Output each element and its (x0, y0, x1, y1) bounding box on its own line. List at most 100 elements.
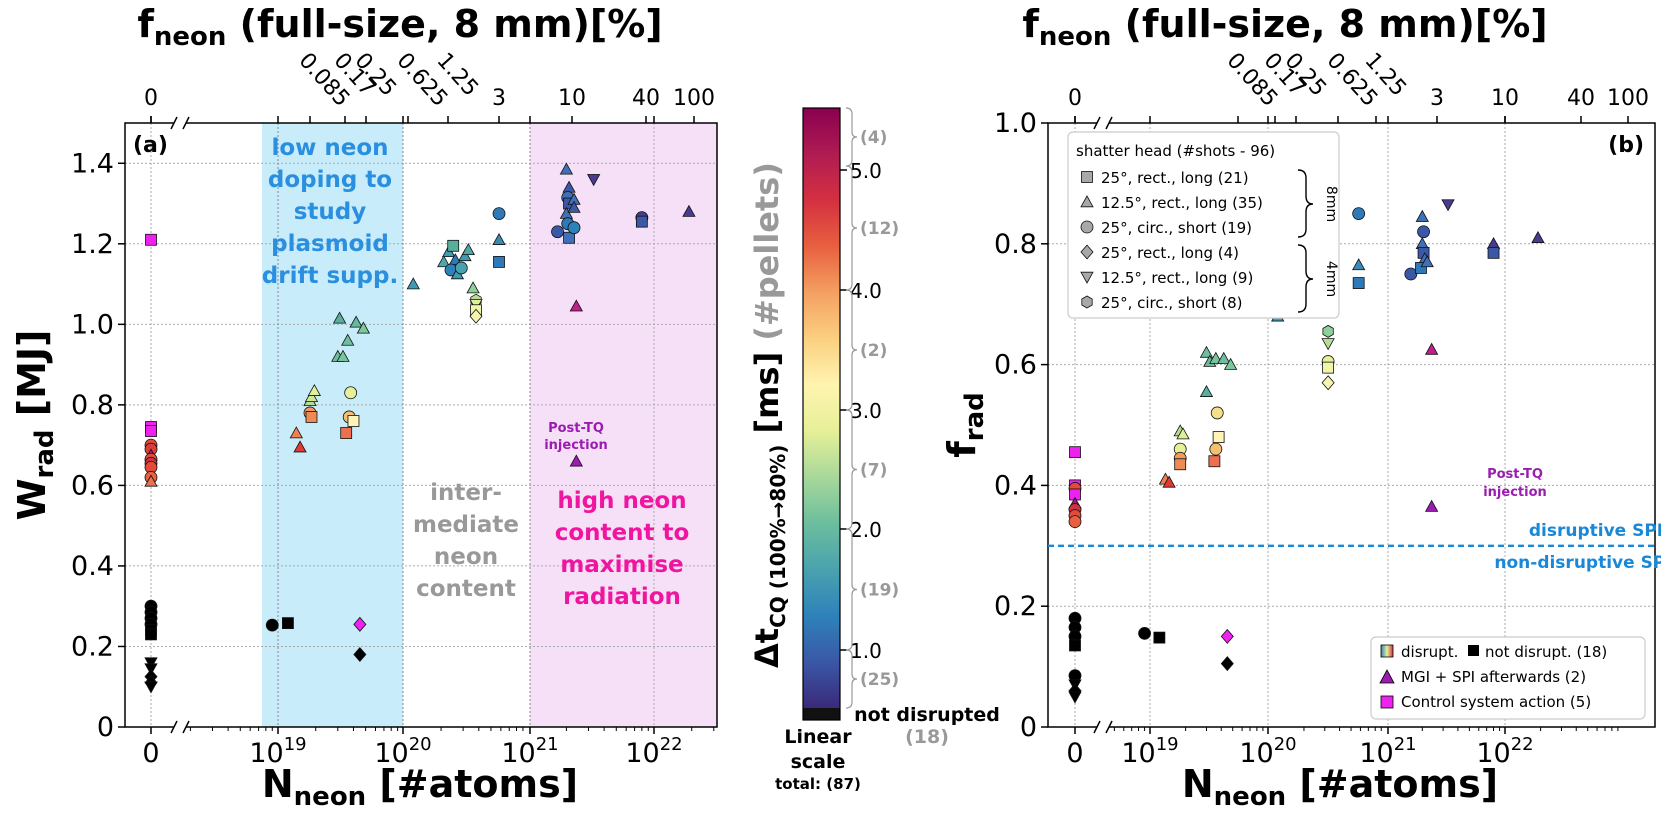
x-tick-label: 0 (142, 738, 159, 769)
data-point-hexagon (1322, 324, 1334, 338)
top-tick-label: 10 (558, 86, 586, 111)
axis-break-mark (182, 116, 190, 130)
data-point-circle (1209, 442, 1223, 456)
colorbar-brace (845, 107, 858, 167)
top-tick-label: 40 (632, 86, 660, 111)
region-label-line: content to (555, 520, 690, 546)
data-point-square (447, 239, 460, 252)
data-point-triangle (461, 243, 476, 256)
points-b (1068, 199, 1545, 704)
annotation-post-tq-b: Post-TQ injection (1483, 467, 1547, 500)
colorbar-total: total: (87) (775, 775, 861, 793)
top-tick-label: 40 (1567, 86, 1595, 111)
data-point-triangle (304, 389, 319, 403)
top-axis-title-a: fneon (full-size, 8 mm)[%] (137, 2, 662, 52)
x-tick-label: 1019 (1121, 734, 1178, 769)
y-axis-title-rest: [MJ] (10, 330, 54, 430)
colorbar-ticks: 1.0 2.0 3.0 4.0 5.0 (840, 159, 882, 663)
legend-group-4mm: 4mm (1323, 261, 1339, 297)
data-point-triangle (349, 315, 363, 328)
colorbar-scale-line-2: scale (791, 751, 846, 773)
data-point-triangle (1531, 230, 1545, 243)
y-axis-title-sub: rad (960, 392, 990, 441)
data-point-circle (454, 261, 468, 275)
data-point-triangle (466, 281, 480, 294)
x-tick-label: 1020 (374, 734, 431, 769)
data-point-triangle (1424, 342, 1439, 355)
data-point-triangle (144, 474, 158, 487)
data-point-circle (551, 225, 564, 239)
data-point-tridown (1080, 271, 1094, 284)
colorbar-brace (845, 528, 858, 651)
colorbar-bin-count: (7) (860, 461, 887, 481)
y-tick-label: 1.4 (71, 148, 114, 179)
axis-break-mark (1105, 720, 1113, 734)
annotation-line-2: injection (1483, 485, 1547, 500)
legend-disrupt-swatch (1380, 644, 1394, 658)
top-axis-title-f: f (1022, 2, 1039, 46)
data-point-circle (1352, 207, 1366, 221)
legend-status-box (1370, 636, 1646, 720)
data-point-circle (492, 207, 506, 221)
y-tick-label: 0.8 (994, 229, 1037, 260)
data-point-circle (1210, 406, 1224, 420)
top-tick-label: 100 (673, 86, 715, 111)
colorbar-brace (845, 165, 858, 291)
data-point-square (1352, 277, 1365, 289)
colorbar-bin-count: (25) (860, 670, 899, 690)
region-label-line: plasmoid (271, 231, 389, 257)
data-point-square (282, 617, 294, 630)
data-point-triangle (293, 440, 307, 453)
data-point-diamond (1220, 656, 1234, 672)
data-point-triangle (492, 232, 506, 245)
region-labels-a: low neon doping to study plasmoid drift supp… (262, 135, 690, 610)
top-axis-title-rest: (full-size, 8 mm)[%] (226, 2, 662, 46)
x-tick-label: 1021 (501, 734, 558, 769)
data-point-square (493, 256, 505, 268)
colorbar-bin-count: (2) (860, 341, 887, 361)
annotation-line-2: injection (544, 438, 608, 453)
data-point-triangle (1420, 255, 1434, 268)
colorbar-brace (845, 289, 858, 411)
data-point-circle (1068, 515, 1082, 529)
legend-shatter-title: shatter head (#shots - 96) (1076, 142, 1275, 160)
data-point-circle (567, 221, 581, 235)
y-axis-title-main: f (940, 441, 984, 458)
threshold-label-above: disruptive SPI (1529, 521, 1661, 541)
data-point-diamond (353, 616, 367, 632)
threshold-label-below: non-disruptive SPI (1494, 553, 1661, 573)
x-tick-exp: 20 (409, 734, 432, 755)
region-label-line: radiation (563, 584, 681, 610)
data-point-diamond (1321, 375, 1335, 391)
legend-control-label: Control system action (5) (1401, 693, 1591, 711)
x-tick-base: 10 (249, 738, 283, 769)
colorbar-bin-count: (4) (860, 128, 887, 148)
data-point-tridown (1068, 691, 1082, 704)
axis-break-mark (1093, 116, 1101, 130)
x-axis-title-rest: [#atoms] (1286, 762, 1498, 806)
legend-shatter-entry-label: 25°, circ., short (8) (1101, 294, 1243, 312)
y-axis-title-sub: rad (30, 430, 60, 479)
top-tick-label: 3 (492, 86, 506, 111)
region-label-line: drift supp. (262, 263, 398, 289)
y-tick-label: 0.6 (994, 350, 1037, 381)
colorbar-title-grey: (#pellets) (748, 162, 786, 352)
x-tick-label: 1022 (1476, 734, 1533, 769)
colorbar-brace (845, 649, 858, 709)
region-label-line: high neon (557, 488, 686, 514)
data-point-tridown (144, 657, 158, 670)
region-label-line: content (416, 576, 516, 602)
y-tick-label: 0.8 (71, 390, 114, 421)
panel-label-a: (a) (133, 133, 168, 158)
y-tick-label: 0.4 (71, 551, 114, 582)
colorbar-tick-label: 3.0 (850, 399, 882, 423)
x-tick-base: 10 (1121, 738, 1155, 769)
data-point-triangle (1424, 499, 1439, 512)
data-point-square (1081, 171, 1093, 183)
data-point-triangle (1415, 209, 1429, 222)
legend-mgi-marker (1379, 669, 1395, 684)
legend-shatter-box (1067, 131, 1340, 319)
colorbar-not-disrupted (803, 708, 840, 720)
x-tick-label: 1019 (249, 734, 306, 769)
